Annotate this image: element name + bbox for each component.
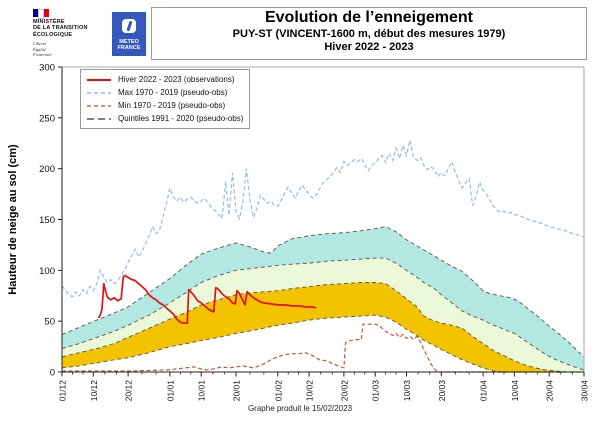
y-tick-label: 50 — [44, 317, 55, 328]
legend-item-quintiles: Quintiles 1991 - 2020 (pseudo-obs) — [86, 112, 243, 125]
red-solid-line-icon — [87, 78, 111, 81]
x-tick-label: 10/02 — [305, 380, 315, 402]
max-line — [61, 140, 585, 298]
page-title: Evolution de l’enneigement — [264, 9, 474, 26]
q60-line — [61, 257, 585, 371]
ministry-name: MINISTÈRE DE LA TRANSITION ÉCOLOGIQUE — [33, 19, 88, 38]
x-tick-label: 20/03 — [437, 380, 447, 402]
x-tick-label: 01/04 — [479, 380, 489, 402]
legend-label: Hiver 2022 - 2023 (observations) — [118, 75, 235, 84]
french-flag-icon — [33, 9, 50, 19]
x-tick-label: 10/01 — [197, 380, 207, 402]
legend-item-max: Max 1970 - 2019 (pseudo-obs) — [86, 86, 243, 99]
observations-line — [97, 274, 317, 325]
x-tick-label: 20/12 — [124, 380, 134, 402]
flag-blue-stripe — [33, 9, 38, 17]
band-quintile-40-60 — [62, 258, 584, 372]
band-quintile-20-40 — [62, 282, 584, 372]
min-line — [62, 323, 584, 373]
y-tick-label: 200 — [39, 164, 55, 175]
flag-red-stripe — [44, 9, 50, 17]
legend-label: Quintiles 1991 - 2020 (pseudo-obs) — [118, 114, 244, 123]
y-axis-title: Hauteur de neige au sol (cm) — [7, 144, 19, 295]
station-subtitle: PUY-ST (VINCENT-1600 m, début des mesure… — [232, 28, 506, 40]
x-tick-label: 20/04 — [545, 380, 555, 402]
x-tick-label: 20/02 — [339, 380, 349, 402]
y-tick-label: 100 — [39, 266, 55, 277]
legend-label: Max 1970 - 2019 (pseudo-obs) — [118, 88, 228, 97]
y-tick-label: 150 — [39, 215, 55, 226]
dark-longdash-line-icon — [87, 117, 111, 120]
meteo-france-logo: METEO FRANCE — [112, 12, 146, 56]
x-tick-label: 10/04 — [510, 380, 520, 402]
ministry-motto: Liberté Égalité Fraternité — [33, 40, 52, 58]
x-tick-label: 01/12 — [58, 380, 68, 402]
blue-dashed-line-icon — [87, 91, 111, 94]
y-tick-label: 250 — [39, 113, 55, 124]
x-tick-label: 20/01 — [232, 380, 242, 402]
x-tick-label: 10/12 — [89, 380, 99, 402]
flag-white-stripe — [37, 9, 45, 19]
season-label: Hiver 2022 - 2023 — [324, 41, 414, 53]
y-tick-label: 0 — [50, 368, 55, 379]
ministry-logo: MINISTÈRE DE LA TRANSITION ÉCOLOGIQUE Li… — [33, 9, 111, 58]
legend-item-min: Min 1970 - 2019 (pseudo-obs) — [86, 99, 243, 112]
meteo-france-wordmark: METEO FRANCE — [117, 38, 141, 51]
title-box: Evolution de l’enneigement PUY-ST (VINCE… — [151, 7, 587, 60]
band-quintile-60-80 — [62, 226, 584, 370]
x-tick-label: 01/01 — [165, 380, 175, 402]
x-tick-label: 30/04 — [580, 380, 590, 402]
x-tick-label: 01/03 — [371, 380, 381, 402]
legend-item-observations: Hiver 2022 - 2023 (observations) — [86, 73, 243, 86]
x-tick-label: 01/02 — [273, 380, 283, 402]
produced-date-caption: Graphe produit le 15/02/2023 — [247, 404, 353, 413]
x-tick-label: 10/03 — [402, 380, 412, 402]
meteo-france-icon — [122, 19, 136, 33]
y-tick-label: 300 — [39, 63, 55, 74]
legend-label: Min 1970 - 2019 (pseudo-obs) — [118, 101, 226, 110]
orange-dashed-line-icon — [87, 104, 111, 107]
chart-legend: Hiver 2022 - 2023 (observations) Max 197… — [80, 69, 251, 129]
